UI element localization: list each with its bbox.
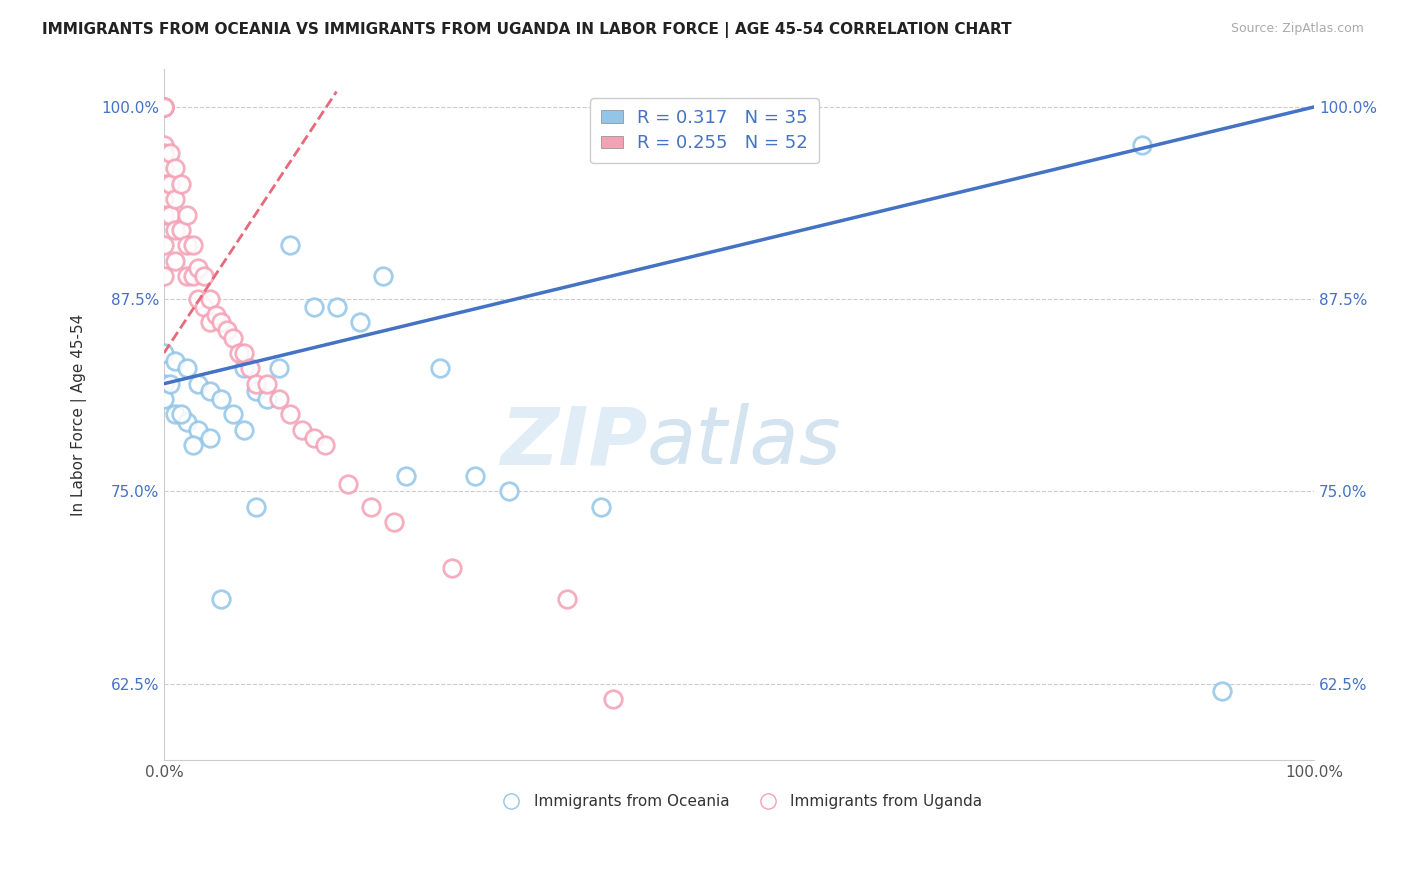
Point: [170, 408, 193, 422]
Point: [181, 269, 204, 284]
Point: [153, 208, 176, 222]
Point: [314, 438, 336, 452]
Point: [589, 500, 612, 514]
Point: [256, 392, 278, 406]
Point: [153, 161, 176, 176]
Point: [187, 261, 209, 276]
Point: [198, 315, 221, 329]
Point: [267, 392, 290, 406]
Point: [159, 177, 181, 191]
Point: [394, 469, 416, 483]
Point: [159, 146, 181, 161]
Point: [233, 346, 256, 360]
Point: [176, 238, 198, 252]
Point: [165, 253, 187, 268]
Point: [198, 384, 221, 399]
Point: [211, 315, 233, 329]
Point: [181, 438, 204, 452]
Point: [193, 269, 215, 284]
Point: [291, 423, 314, 437]
Point: [187, 423, 209, 437]
Point: [602, 692, 624, 706]
Point: [280, 408, 302, 422]
Point: [211, 591, 233, 606]
Point: [176, 415, 198, 429]
Point: [165, 161, 187, 176]
Point: [267, 361, 290, 376]
Point: [245, 384, 267, 399]
Point: [245, 500, 267, 514]
Y-axis label: In Labor Force | Age 45-54: In Labor Force | Age 45-54: [72, 313, 87, 516]
Point: [153, 100, 176, 114]
Text: IMMIGRANTS FROM OCEANIA VS IMMIGRANTS FROM UGANDA IN LABOR FORCE | AGE 45-54 COR: IMMIGRANTS FROM OCEANIA VS IMMIGRANTS FR…: [42, 22, 1012, 38]
Point: [165, 192, 187, 206]
Point: [233, 361, 256, 376]
Legend: Immigrants from Oceania, Immigrants from Uganda: Immigrants from Oceania, Immigrants from…: [489, 788, 988, 815]
Point: [193, 300, 215, 314]
Point: [198, 292, 221, 306]
Point: [228, 346, 250, 360]
Point: [222, 330, 245, 344]
Point: [302, 430, 325, 444]
Point: [1211, 684, 1233, 698]
Point: [153, 100, 176, 114]
Point: [1130, 138, 1153, 153]
Point: [198, 430, 221, 444]
Point: [153, 238, 176, 252]
Point: [302, 300, 325, 314]
Point: [153, 177, 176, 191]
Point: [256, 376, 278, 391]
Point: [187, 376, 209, 391]
Point: [360, 500, 382, 514]
Point: [153, 269, 176, 284]
Point: [245, 376, 267, 391]
Text: Source: ZipAtlas.com: Source: ZipAtlas.com: [1230, 22, 1364, 36]
Text: atlas: atlas: [647, 403, 842, 481]
Point: [153, 100, 176, 114]
Point: [211, 392, 233, 406]
Point: [325, 300, 347, 314]
Point: [176, 269, 198, 284]
Point: [349, 315, 371, 329]
Point: [165, 353, 187, 368]
Point: [165, 223, 187, 237]
Point: [153, 376, 176, 391]
Point: [239, 361, 262, 376]
Point: [187, 292, 209, 306]
Point: [176, 361, 198, 376]
Point: [153, 392, 176, 406]
Point: [204, 308, 226, 322]
Point: [280, 238, 302, 252]
Point: [165, 408, 187, 422]
Point: [217, 323, 239, 337]
Point: [498, 484, 520, 499]
Point: [159, 376, 181, 391]
Point: [440, 561, 463, 575]
Point: [170, 223, 193, 237]
Point: [382, 515, 405, 529]
Point: [159, 208, 181, 222]
Text: ZIP: ZIP: [499, 403, 647, 481]
Point: [153, 146, 176, 161]
Point: [233, 423, 256, 437]
Point: [222, 408, 245, 422]
Point: [170, 177, 193, 191]
Point: [153, 100, 176, 114]
Point: [429, 361, 451, 376]
Point: [371, 269, 394, 284]
Point: [176, 208, 198, 222]
Point: [153, 138, 176, 153]
Point: [555, 591, 578, 606]
Point: [463, 469, 485, 483]
Point: [153, 346, 176, 360]
Point: [181, 238, 204, 252]
Point: [337, 476, 360, 491]
Point: [153, 192, 176, 206]
